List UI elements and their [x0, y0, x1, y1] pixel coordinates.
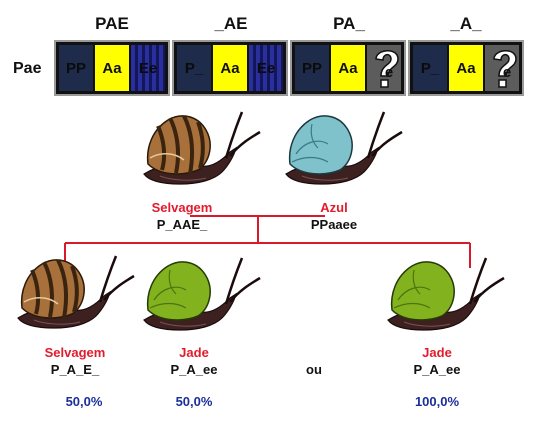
row-label: Pae — [13, 60, 42, 77]
cell-p: P_ — [413, 45, 447, 91]
cell-a: Aa — [95, 45, 129, 91]
or-separator: ou — [306, 362, 322, 377]
parent-2-name: Azul — [320, 200, 348, 215]
cell-a: Aa — [331, 45, 365, 91]
parent-1-name: Selvagem — [151, 200, 213, 215]
offspring-3-percent: 100,0% — [414, 394, 460, 409]
offspring-2-name: Jade — [179, 345, 209, 360]
offspring-2-percent: 50,0% — [175, 394, 213, 409]
snail-green-offspring-alt — [386, 256, 506, 332]
column-heading-a: _A_ — [450, 14, 482, 33]
question-mark-icon — [375, 50, 399, 88]
snail-striped-parent — [142, 110, 262, 186]
genotype-box-3: PP Aa e — [290, 40, 406, 96]
cell-p: PP — [59, 45, 93, 91]
offspring-3-name: Jade — [422, 345, 452, 360]
parent-2-genotype: PPaaee — [310, 217, 358, 232]
offspring-3-genotype: P_A_ee — [413, 362, 461, 377]
genotype-box-2: P_ Aa Ee — [172, 40, 288, 96]
column-heading-pa: PA_ — [333, 14, 365, 33]
offspring-1-genotype: P_A_E_ — [50, 362, 100, 377]
parent-1-genotype: P_AAE_ — [156, 217, 208, 232]
snail-green-offspring — [142, 256, 262, 332]
offspring-1-percent: 50,0% — [65, 394, 103, 409]
column-heading-pae: PAE — [95, 14, 129, 33]
cell-e: Ee — [131, 45, 165, 91]
column-heading-ae: _AE — [214, 14, 248, 33]
cell-e-text: e — [384, 63, 394, 81]
genotype-box-4: P_ Aa e — [408, 40, 524, 96]
cell-a: Aa — [449, 45, 483, 91]
snail-striped-offspring — [16, 254, 136, 330]
cell-p: PP — [295, 45, 329, 91]
cell-e-text: e — [502, 63, 512, 81]
cell-e: Ee — [249, 45, 283, 91]
cell-e-unknown: e — [485, 45, 519, 91]
snail-blue-parent — [284, 110, 404, 186]
question-mark-icon — [493, 50, 517, 88]
cell-e-unknown: e — [367, 45, 401, 91]
cell-a: Aa — [213, 45, 247, 91]
cell-p: P_ — [177, 45, 211, 91]
offspring-2-genotype: P_A_ee — [170, 362, 218, 377]
offspring-1-name: Selvagem — [44, 345, 106, 360]
genotype-box-1: PP Aa Ee — [54, 40, 170, 96]
